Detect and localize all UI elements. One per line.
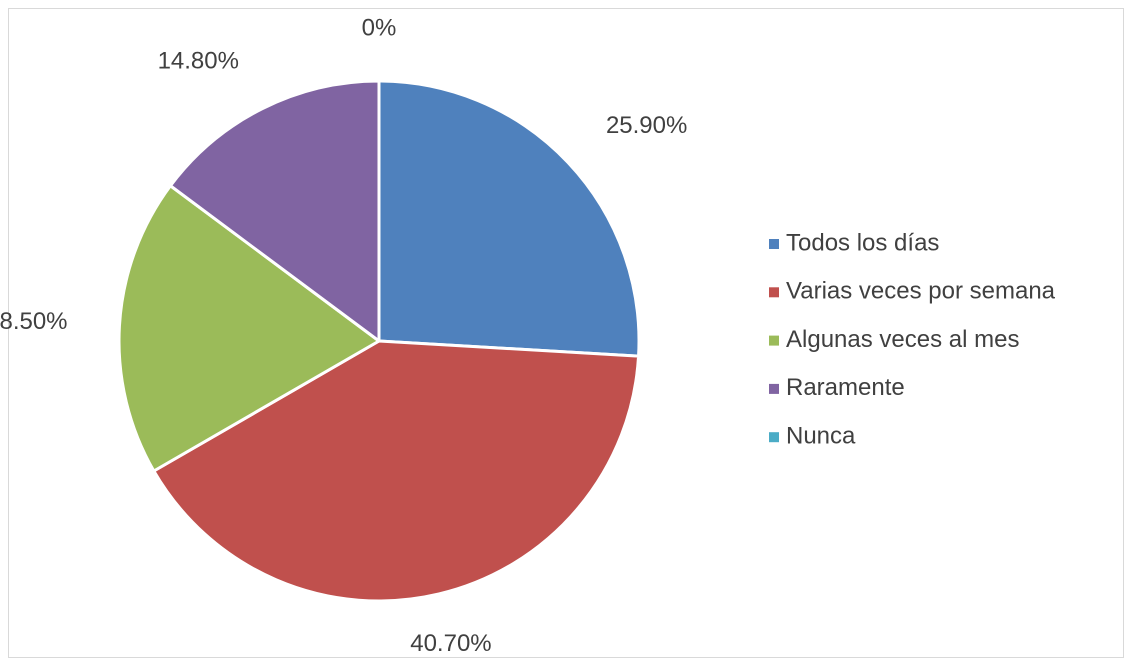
legend-label: Varias veces por semana <box>786 278 1056 305</box>
legend-swatch <box>769 432 779 443</box>
legend-swatch <box>769 239 779 249</box>
data-label: 0% <box>362 14 397 41</box>
legend-label: Nunca <box>786 423 856 450</box>
data-label: 40.70% <box>410 630 491 657</box>
legend-label: Todos los días <box>786 229 939 256</box>
data-label: 14.80% <box>158 48 239 75</box>
pie-slice <box>117 184 381 473</box>
pie-slice <box>152 339 641 603</box>
pie-slice <box>377 79 641 358</box>
legend-label: Raramente <box>786 374 905 401</box>
legend-label: Algunas veces al mes <box>786 326 1019 353</box>
legend-swatch <box>769 335 779 346</box>
legend-swatch <box>769 287 779 298</box>
legend-swatch <box>769 383 779 394</box>
data-label: 18.50% <box>0 308 68 335</box>
data-label: 25.90% <box>606 112 687 139</box>
pie-slice <box>168 79 381 343</box>
